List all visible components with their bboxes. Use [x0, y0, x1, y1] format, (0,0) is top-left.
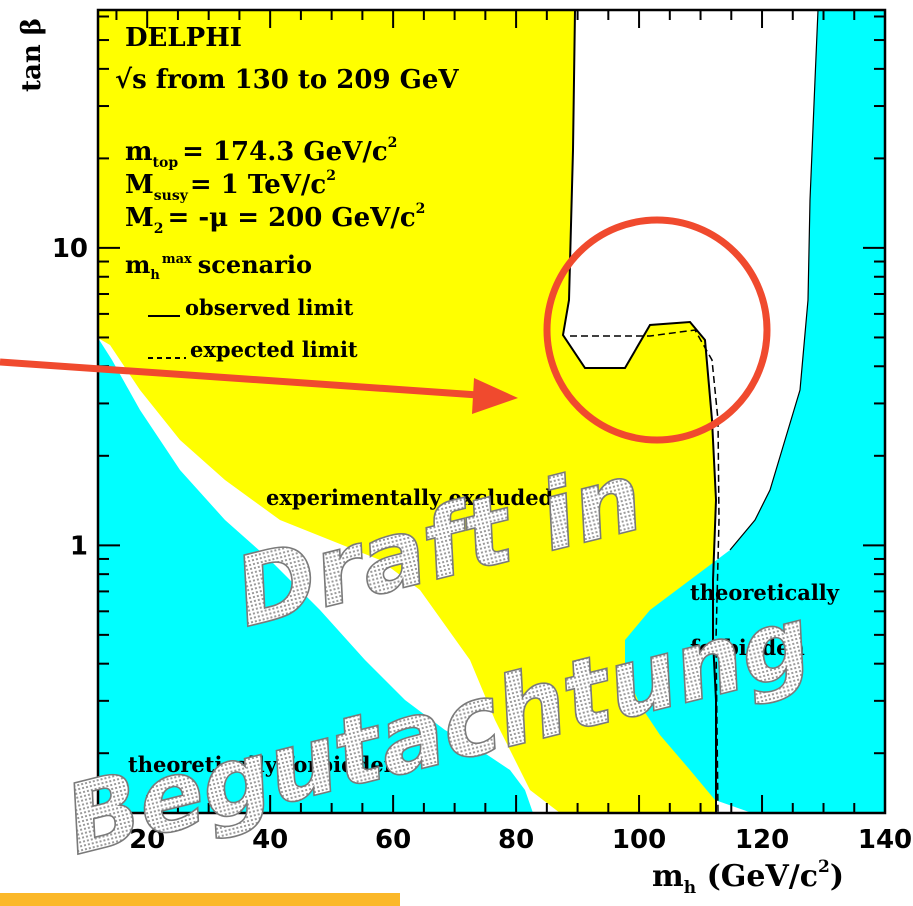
legend-expected-label: expected limit — [190, 337, 358, 362]
expected-limit-line — [570, 329, 720, 813]
forbidden-region-left — [98, 338, 533, 813]
svg-text:DELPHI: DELPHI — [125, 23, 242, 53]
orange-banner — [0, 893, 400, 906]
x-tick-label: 80 — [498, 825, 534, 855]
x-tick-label: 140 — [858, 825, 912, 855]
x-tick-label: 120 — [735, 825, 789, 855]
legend-observed-label: observed limit — [185, 295, 354, 320]
plot-title-block: DELPHI √s from 130 to 209 GeV mtop = 174.… — [115, 23, 459, 283]
y-tick-labels: 1 10 — [52, 234, 88, 561]
y-tick-label: 10 — [52, 234, 88, 264]
forbidden-region-right — [625, 10, 885, 813]
x-tick-label: 60 — [375, 825, 411, 855]
x-axis-label: mh (GeV/c2) — [652, 857, 844, 898]
forbidden-right-label-line2: forbidden — [690, 635, 805, 660]
forbidden-left-label: theoretically forbidden — [128, 752, 399, 777]
observed-limit-line — [561, 10, 718, 813]
y-tick-label: 1 — [70, 531, 88, 561]
forbidden-right-label-line1: theoretically — [690, 580, 840, 605]
svg-text:√s from 130 to 209 GeV: √s from 130 to 209 GeV — [115, 65, 459, 95]
x-tick-marks — [115, 10, 886, 813]
x-tick-label: 40 — [252, 825, 288, 855]
excluded-region — [98, 10, 716, 813]
x-tick-label: 20 — [129, 825, 165, 855]
svg-text:M2= -μ = 200 GeV/c2: M2 = -μ = 200 GeV/c2 — [125, 201, 425, 237]
y-axis-label: tan β — [17, 18, 47, 92]
svg-text:mtop= 174.3 GeV/c2: mtop = 174.3 GeV/c2 — [125, 135, 397, 171]
x-tick-labels: 20 40 60 80 100 120 140 — [129, 825, 912, 855]
arrow-head-icon — [472, 378, 518, 414]
legend: observed limit expected limit — [148, 295, 358, 362]
allowed-boundary-right — [729, 10, 819, 551]
svg-text:Msusy= 1 TeV/c2: Msusy= 1 TeV/c2 — [125, 168, 336, 204]
annotation-circle — [543, 216, 771, 444]
annotation-arrow — [0, 358, 518, 414]
plot-frame — [96, 8, 887, 815]
x-tick-label: 100 — [612, 825, 666, 855]
excluded-region-label: experimentally excluded — [266, 485, 554, 510]
